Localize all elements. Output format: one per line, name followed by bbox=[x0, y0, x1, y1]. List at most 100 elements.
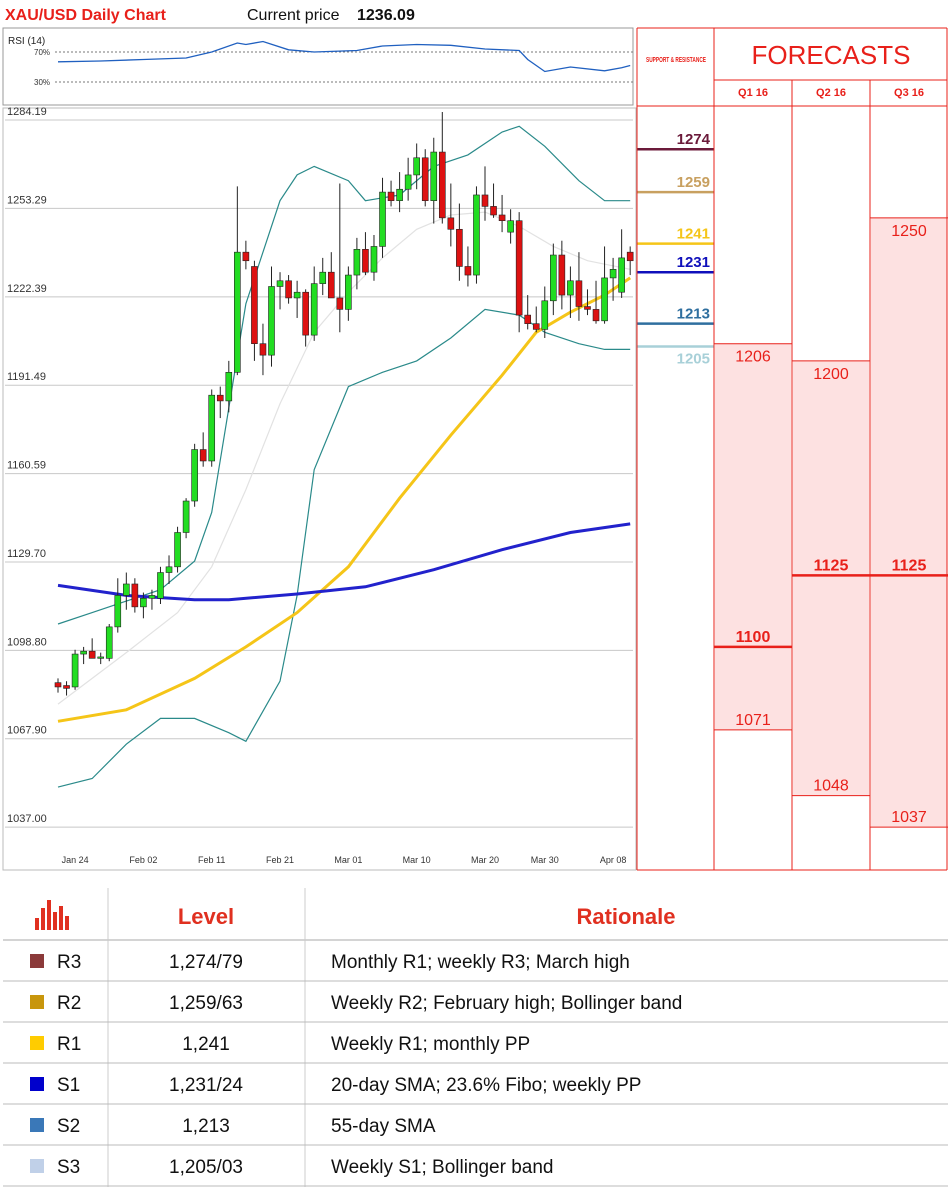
candle-body bbox=[541, 300, 549, 330]
forecast-high-label: 1200 bbox=[813, 366, 849, 383]
candle-body bbox=[174, 532, 181, 568]
candle-body bbox=[216, 394, 224, 402]
x-tick-label: Feb 21 bbox=[266, 855, 294, 865]
y-tick-label: 1098.80 bbox=[7, 636, 47, 648]
candle-body bbox=[293, 291, 301, 299]
candle-body bbox=[473, 194, 480, 276]
candle-body bbox=[524, 314, 532, 324]
forecast-low-label: 1071 bbox=[735, 712, 771, 729]
rsi-line bbox=[57, 40, 631, 73]
y-tick-label: 1253.29 bbox=[7, 194, 47, 206]
x-tick-label: Mar 30 bbox=[531, 855, 559, 865]
candle-body bbox=[251, 266, 258, 345]
sr-label: 1274 bbox=[677, 131, 711, 148]
candle-body bbox=[63, 685, 70, 689]
forecast-range bbox=[715, 343, 791, 730]
candle-body bbox=[396, 188, 403, 201]
level-swatch bbox=[30, 1036, 44, 1050]
level-rationale: Weekly S1; Bollinger band bbox=[331, 1157, 554, 1178]
candle-body bbox=[336, 297, 344, 310]
x-tick-label: Mar 01 bbox=[334, 855, 362, 865]
candle-body bbox=[242, 251, 250, 262]
candle-body bbox=[498, 214, 506, 222]
candle-body bbox=[507, 220, 514, 233]
level-value: 1,231/24 bbox=[169, 1075, 243, 1096]
level-swatch bbox=[30, 954, 44, 968]
level-swatch bbox=[30, 1077, 44, 1091]
candle-body bbox=[165, 566, 173, 573]
candle-body bbox=[558, 254, 566, 296]
candle-body bbox=[584, 306, 591, 310]
candle-body bbox=[421, 157, 429, 201]
candle-body bbox=[319, 271, 327, 284]
forecast-column-label: Q3 16 bbox=[894, 87, 924, 99]
candle-body bbox=[464, 266, 472, 276]
chart-title: XAU/USD Daily Chart bbox=[5, 7, 167, 24]
candle-body bbox=[327, 271, 335, 299]
candle-body bbox=[626, 251, 634, 262]
level-swatch bbox=[30, 1159, 44, 1173]
x-tick-label: Mar 10 bbox=[403, 855, 431, 865]
candle-body bbox=[387, 191, 395, 201]
level-value: 1,205/03 bbox=[169, 1157, 243, 1178]
level-rationale: 20-day SMA; 23.6% Fibo; weekly PP bbox=[331, 1075, 641, 1096]
candle-body bbox=[353, 249, 361, 276]
y-tick-label: 1129.70 bbox=[7, 548, 46, 560]
rsi-tick-label: 70% bbox=[34, 48, 50, 57]
candle-body bbox=[71, 653, 79, 688]
level-name: R2 bbox=[57, 993, 81, 1014]
candle-body bbox=[447, 217, 455, 230]
forecast-range bbox=[793, 360, 869, 796]
candle-body bbox=[182, 500, 190, 533]
level-value: 1,274/79 bbox=[169, 952, 243, 973]
level-name: R1 bbox=[57, 1034, 81, 1055]
overlay-line bbox=[57, 125, 631, 625]
level-rationale: Weekly R1; monthly PP bbox=[331, 1034, 530, 1055]
rsi-panel bbox=[2, 27, 634, 106]
sr-label: 1241 bbox=[677, 226, 710, 243]
level-name: R3 bbox=[57, 952, 81, 973]
rsi-title: RSI (14) bbox=[8, 36, 45, 47]
level-rationale: Weekly R2; February high; Bollinger band bbox=[331, 993, 682, 1014]
sr-label: 1205 bbox=[677, 351, 710, 368]
level-name: S2 bbox=[57, 1116, 80, 1137]
candle-body bbox=[567, 280, 574, 296]
sr-label: 1231 bbox=[677, 254, 710, 271]
level-value: 1,213 bbox=[182, 1116, 230, 1137]
level-rationale: Monthly R1; weekly R3; March high bbox=[331, 952, 630, 973]
forecasts-title: FORECASTS bbox=[752, 40, 911, 70]
candle-body bbox=[310, 283, 318, 336]
candle-body bbox=[609, 269, 617, 279]
y-tick-label: 1067.90 bbox=[7, 725, 47, 737]
candle-body bbox=[54, 682, 62, 688]
bar-icon bbox=[35, 900, 69, 930]
forecast-target-label: 1100 bbox=[736, 629, 771, 646]
level-value: 1,241 bbox=[182, 1034, 230, 1055]
x-tick-label: Feb 11 bbox=[198, 855, 225, 865]
candle-body bbox=[88, 650, 96, 659]
forecast-target-label: 1125 bbox=[814, 557, 849, 574]
y-tick-label: 1222.39 bbox=[7, 283, 47, 295]
candle-body bbox=[379, 191, 386, 247]
candle-body bbox=[575, 280, 583, 307]
forecast-column-label: Q2 16 bbox=[816, 87, 846, 99]
forecast-target-label: 1125 bbox=[892, 557, 927, 574]
sr-title: SUPPORT & RESISTANCE bbox=[646, 55, 706, 64]
candle-body bbox=[199, 449, 207, 462]
y-tick-label: 1160.59 bbox=[7, 460, 46, 472]
candle-body bbox=[618, 257, 625, 293]
candle-body bbox=[532, 323, 540, 330]
level-swatch bbox=[30, 1118, 44, 1132]
forecast-low-label: 1037 bbox=[891, 809, 927, 826]
candle-body bbox=[140, 597, 147, 608]
candle-body bbox=[208, 394, 216, 462]
candle-body bbox=[131, 583, 139, 608]
candle-body bbox=[105, 626, 113, 659]
candle-body bbox=[80, 650, 87, 655]
price: 1236.09 bbox=[357, 7, 415, 24]
candle-body bbox=[302, 291, 309, 336]
candle-body bbox=[234, 251, 241, 373]
forecast-high-label: 1206 bbox=[735, 349, 771, 366]
candle-body bbox=[456, 228, 463, 267]
